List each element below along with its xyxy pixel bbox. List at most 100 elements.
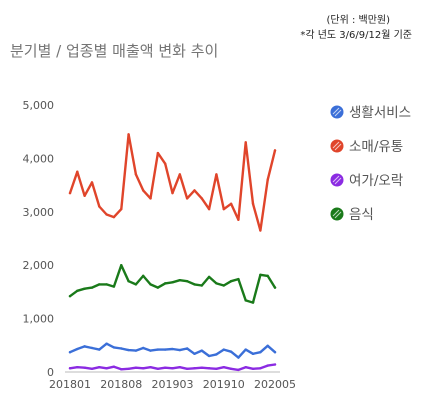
x-tick-label: 201903 [152, 378, 194, 391]
data-point [251, 301, 255, 304]
legend-label: 음식 [349, 207, 374, 223]
data-point [244, 348, 247, 351]
x-tick-label: 201808 [100, 378, 142, 391]
data-point [178, 278, 182, 282]
chart-title: 분기별 / 업종별 매출액 변화 추이 [10, 42, 219, 60]
data-point [259, 273, 262, 277]
data-point [185, 280, 189, 283]
data-point [207, 354, 211, 358]
data-point [229, 367, 233, 370]
data-point [251, 367, 255, 370]
data-point [171, 347, 174, 351]
data-point [251, 352, 255, 356]
data-point [185, 347, 189, 350]
data-point [163, 282, 167, 285]
data-point [222, 365, 225, 369]
data-point [83, 287, 86, 290]
data-point [171, 281, 174, 284]
data-point [215, 367, 218, 370]
series-line-4 [68, 264, 277, 304]
data-point [149, 365, 152, 369]
data-point [171, 367, 174, 370]
data-point [185, 367, 189, 370]
data-point [90, 346, 94, 350]
data-point [127, 280, 130, 283]
data-point [149, 197, 152, 200]
data-point [244, 299, 247, 302]
data-point [112, 346, 116, 349]
data-point [149, 349, 152, 352]
y-tick-label: 3,000 [23, 206, 55, 219]
data-point [244, 365, 247, 369]
data-point [200, 349, 203, 352]
data-point [193, 189, 196, 192]
data-point [207, 207, 211, 211]
data-point [127, 367, 130, 370]
series-line-1 [68, 342, 277, 359]
unit-note: (단위 : 백만원) [326, 15, 390, 26]
data-point [112, 285, 116, 288]
data-point [266, 178, 269, 181]
data-point [222, 207, 225, 211]
y-tick-label: 5,000 [23, 99, 55, 112]
legend-marker-hatch [332, 107, 342, 117]
data-point [259, 229, 262, 232]
basis-note: *각 년도 3/6/9/12월 기준 [300, 30, 412, 41]
data-point [134, 366, 138, 369]
data-point [90, 181, 94, 184]
data-point [163, 348, 167, 351]
data-point [163, 366, 167, 369]
data-point [259, 367, 262, 370]
data-point [127, 133, 130, 136]
data-point [266, 364, 269, 367]
legend-label: 여가/오락 [349, 173, 403, 189]
data-point [215, 173, 218, 176]
data-point [149, 283, 152, 286]
y-tick-label: 0 [47, 366, 54, 379]
data-point [98, 365, 101, 369]
data-point [185, 197, 189, 200]
data-point [68, 351, 72, 354]
data-point [237, 368, 240, 372]
data-point [229, 350, 233, 353]
series-line-2 [68, 133, 277, 232]
data-point [76, 365, 79, 369]
data-point [68, 367, 72, 370]
data-point [76, 289, 79, 293]
data-point [266, 344, 269, 348]
data-point [193, 367, 196, 370]
data-point [98, 283, 101, 286]
data-point [134, 283, 138, 286]
data-point [178, 365, 182, 369]
data-point [237, 356, 240, 359]
y-tick-label: 1,000 [23, 313, 55, 326]
data-point [134, 349, 138, 352]
data-point [156, 151, 160, 155]
legend-marker-hatch [332, 175, 342, 185]
legend-marker [330, 139, 344, 153]
data-point [112, 215, 116, 219]
data-point [251, 202, 255, 205]
data-point [105, 342, 108, 345]
data-point [68, 294, 72, 298]
legend-label: 소매/유통 [349, 139, 403, 155]
data-point [171, 191, 174, 195]
data-point [120, 347, 123, 350]
x-tick-label: 202005 [254, 378, 296, 391]
data-point [273, 286, 277, 289]
data-point [273, 351, 277, 354]
data-point [273, 363, 277, 366]
data-point [120, 207, 123, 211]
data-point [112, 365, 116, 368]
data-point [207, 367, 211, 370]
data-point [266, 274, 269, 278]
data-point [178, 348, 182, 352]
data-point [237, 277, 240, 281]
data-point [193, 283, 196, 286]
data-point [83, 366, 86, 369]
data-point [83, 194, 86, 197]
legend-marker [330, 173, 344, 187]
data-point [200, 197, 203, 200]
data-point [90, 286, 94, 289]
data-point [273, 149, 277, 152]
